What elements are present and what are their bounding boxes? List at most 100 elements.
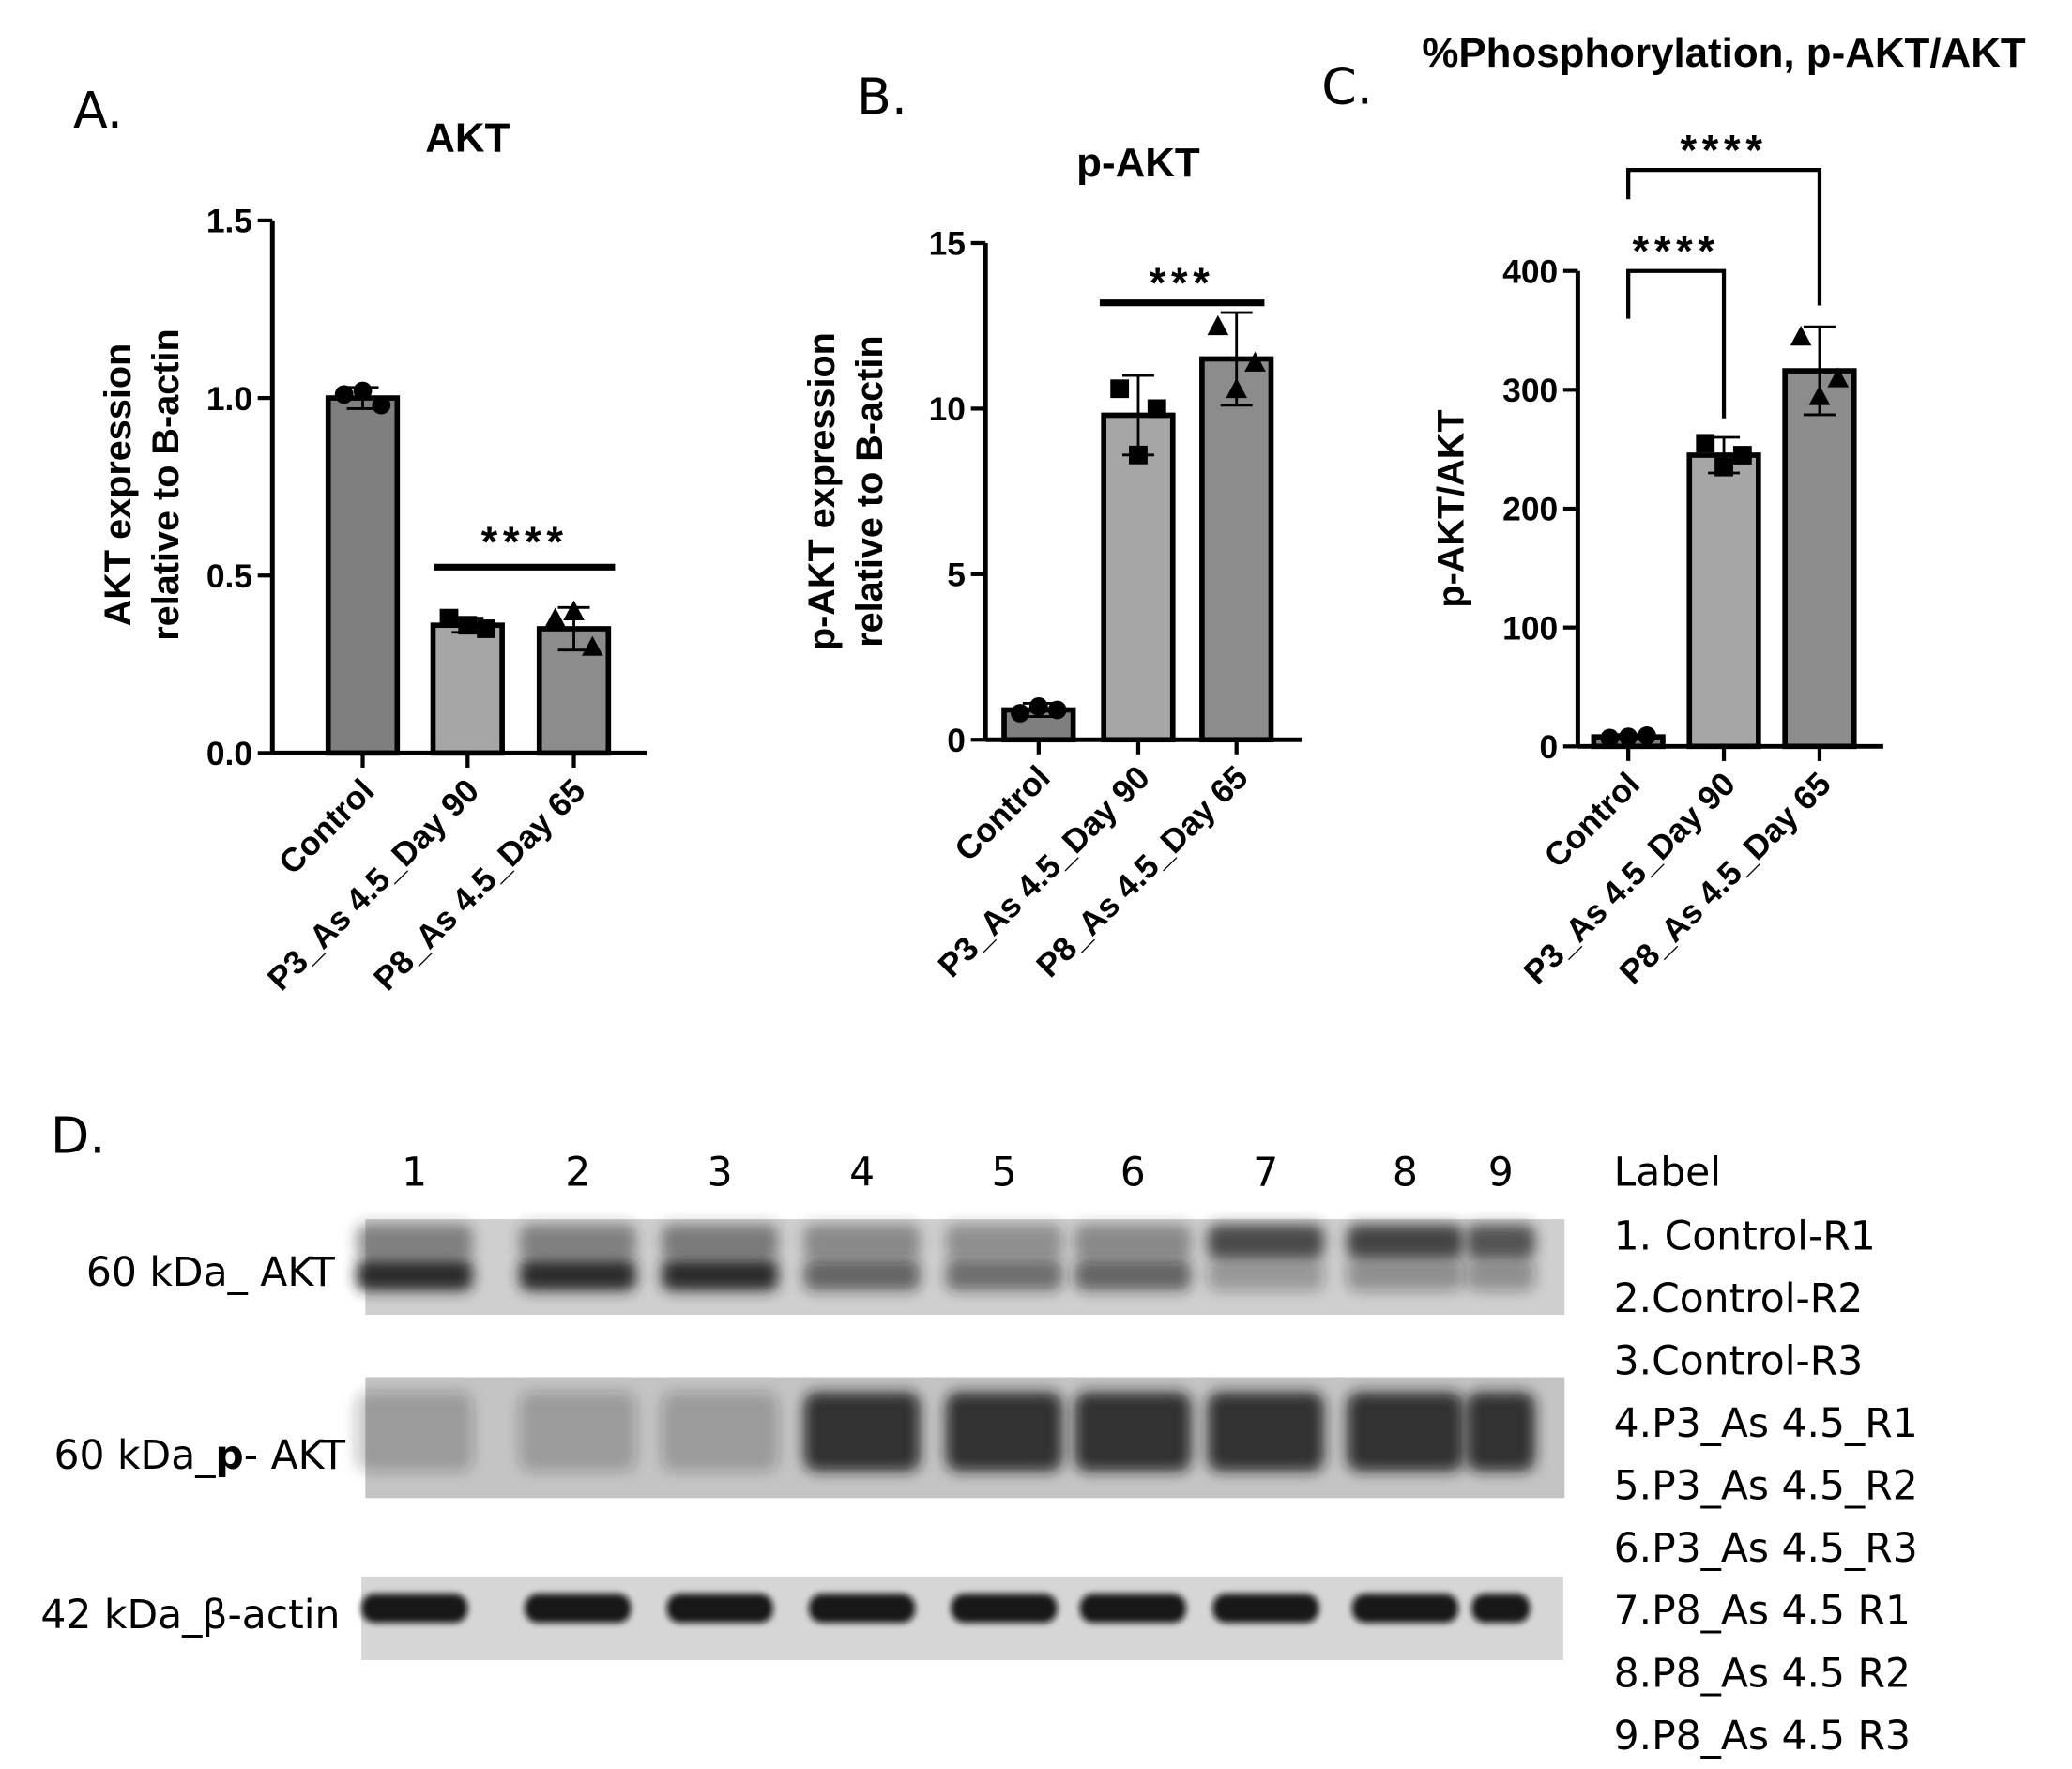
band	[666, 1594, 773, 1624]
band	[1207, 1392, 1325, 1472]
x-tick-label: Control	[272, 772, 381, 881]
lane-label: 1	[402, 1151, 427, 1197]
band	[356, 1392, 473, 1472]
row-label: 60 kDa_p- AKT	[53, 1433, 346, 1479]
bar	[430, 622, 505, 756]
lane-label: 7	[1253, 1151, 1278, 1197]
chart-title: %Phosphorylation, p-AKT/AKT	[1422, 30, 2025, 76]
band	[945, 1224, 1063, 1259]
y-tick-label: 400	[1502, 253, 1558, 290]
chart-title: p-AKT	[1076, 140, 1200, 186]
band	[1466, 1258, 1536, 1291]
data-point	[1808, 385, 1831, 405]
y-tick-label: 0.5	[206, 558, 252, 595]
bar	[1199, 356, 1274, 743]
legend-item: 5.P3_As 4.5_R2	[1614, 1464, 1918, 1510]
band	[1074, 1258, 1192, 1291]
legend-item: 4.P3_As 4.5_R1	[1614, 1401, 1918, 1447]
data-point	[1129, 445, 1148, 465]
band	[1466, 1224, 1536, 1259]
band	[951, 1594, 1058, 1624]
band	[361, 1594, 468, 1624]
band	[945, 1392, 1063, 1472]
x-tick-label: P8_As 4.5_Day 65	[367, 772, 592, 998]
significance-label: ****	[481, 518, 569, 566]
band	[519, 1392, 637, 1472]
y-tick-label: 0	[1539, 729, 1558, 766]
data-point	[334, 385, 354, 404]
band	[803, 1392, 921, 1472]
data-point	[1110, 379, 1130, 399]
data-point	[1619, 727, 1638, 747]
y-tick-label: 5	[947, 557, 966, 594]
data-point	[1047, 700, 1067, 720]
band	[356, 1258, 473, 1291]
row-label-part: - AKT	[244, 1433, 346, 1479]
data-point	[582, 635, 603, 656]
blot-images	[356, 1219, 1565, 1660]
band	[809, 1594, 916, 1624]
y-tick-label: 1.5	[206, 204, 252, 240]
data-point	[1600, 728, 1620, 748]
band	[1347, 1224, 1464, 1259]
data-point	[477, 619, 496, 638]
band	[661, 1392, 779, 1472]
data-point	[1207, 314, 1229, 336]
y-tick-label: 300	[1502, 373, 1558, 409]
y-tick-label: 100	[1502, 610, 1558, 647]
y-tick-label: 10	[929, 391, 966, 428]
y-tick-label: 0.0	[206, 736, 252, 772]
data-point	[1147, 399, 1166, 419]
band	[803, 1224, 921, 1259]
panel-label: A.	[73, 81, 123, 140]
band	[519, 1224, 637, 1259]
lane-label: 5	[992, 1151, 1017, 1197]
data-point	[458, 616, 478, 635]
band	[803, 1258, 921, 1291]
band	[356, 1224, 473, 1259]
band	[1079, 1594, 1186, 1624]
data-point	[1011, 704, 1029, 723]
band	[525, 1594, 632, 1624]
lane-label: 4	[849, 1151, 875, 1197]
band	[1347, 1258, 1464, 1291]
data-point	[1696, 434, 1715, 453]
row-label-part: p	[215, 1433, 243, 1479]
data-point	[1790, 326, 1812, 346]
legend-item: 2.Control-R2	[1614, 1276, 1864, 1322]
y-axis-label: relative to B-actin	[849, 335, 891, 647]
y-tick-label: 15	[929, 226, 966, 263]
band	[945, 1258, 1063, 1291]
lane-label: 9	[1488, 1151, 1514, 1197]
band	[1351, 1594, 1459, 1624]
data-point	[1827, 367, 1850, 388]
band	[1466, 1392, 1536, 1472]
significance-label: ****	[1633, 227, 1720, 275]
significance-label: ***	[1150, 259, 1215, 307]
band	[1207, 1258, 1325, 1291]
band	[661, 1224, 779, 1259]
significance-label: ****	[1681, 126, 1768, 174]
y-axis-label: p-AKT/AKT	[1431, 409, 1472, 607]
data-point	[1226, 377, 1248, 399]
data-point	[1714, 457, 1733, 477]
chart-title: AKT	[425, 114, 510, 160]
row-label: 42 kDa_β-actin	[40, 1593, 340, 1639]
lane-label: 8	[1393, 1151, 1418, 1197]
legend-item: 9.P8_As 4.5 R3	[1614, 1714, 1911, 1760]
y-axis-label: p-AKT expression	[801, 332, 843, 650]
legend-item: 6.P3_As 4.5_R3	[1614, 1526, 1918, 1572]
panel-label: B.	[857, 68, 907, 127]
band	[1074, 1392, 1192, 1472]
data-point	[439, 608, 459, 628]
band	[1207, 1224, 1325, 1259]
data-point	[544, 607, 567, 628]
bar	[1782, 368, 1857, 750]
legend-item: 3.Control-R3	[1614, 1339, 1864, 1385]
legend-item: 8.P8_As 4.5 R2	[1614, 1651, 1911, 1697]
y-tick-label: 0	[947, 723, 966, 759]
data-point	[1732, 446, 1752, 465]
band	[661, 1258, 779, 1291]
data-point	[1244, 351, 1266, 372]
significance-bracket	[1626, 168, 1822, 306]
